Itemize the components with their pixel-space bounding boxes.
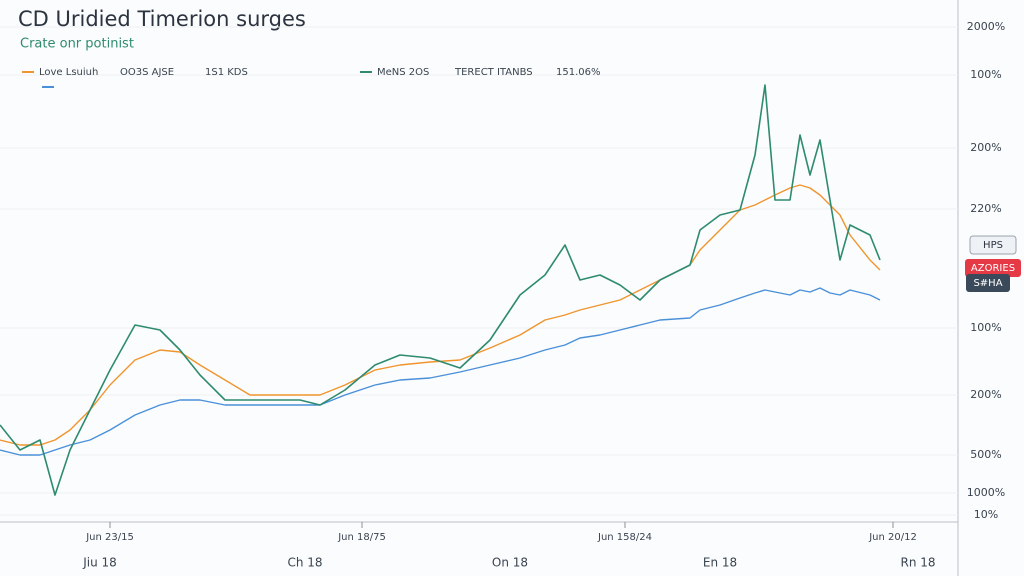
legend-stat: 1S1 KDS [205, 67, 248, 78]
series-line [0, 184, 881, 446]
y-tick-label: 2000% [967, 20, 1005, 33]
y-tick-label: 100% [970, 321, 1001, 334]
x-tick-label: Jun 18/75 [337, 532, 386, 543]
x-tick-label-secondary: On 18 [492, 556, 528, 570]
price-tag [965, 259, 1021, 277]
legend-label: Love Lsuiuh [39, 67, 98, 78]
y-tick-label: 100% [970, 68, 1001, 81]
x-tick-label: Jun 23/15 [85, 532, 134, 543]
legend-stat: OO3S AJSE [120, 67, 174, 78]
price-tag-label: S#HA [973, 278, 1002, 289]
y-tick-label: 10% [974, 508, 998, 521]
x-tick-label-secondary: Ch 18 [287, 556, 322, 570]
price-tag [966, 274, 1010, 292]
y-tick-label: 500% [970, 448, 1001, 461]
x-tick-label: Jun 158/24 [597, 532, 652, 543]
chart-subtitle: Crate onr potinist [20, 37, 134, 52]
price-tag-label: HPS [983, 240, 1003, 251]
price-tag [969, 235, 1017, 255]
legend-stat: TERECT ITANBS [454, 67, 533, 78]
legend-label: MeNS 2OS [377, 67, 429, 78]
price-tag-label: AZORIES [971, 263, 1015, 274]
x-tick-label-secondary: En 18 [703, 556, 737, 570]
x-tick-label: Jun 20/12 [868, 532, 917, 543]
x-tick-label-secondary: Jiu 18 [82, 556, 117, 570]
series-line [0, 84, 881, 496]
y-tick-label: 200% [970, 388, 1001, 401]
y-tick-label: 1000% [967, 486, 1005, 499]
y-tick-label: 200% [970, 141, 1001, 154]
legend-stat: 151.06% [556, 67, 601, 78]
x-tick-label-secondary: Rn 18 [900, 556, 935, 570]
series-line [0, 287, 881, 456]
y-tick-label: 220% [970, 202, 1001, 215]
